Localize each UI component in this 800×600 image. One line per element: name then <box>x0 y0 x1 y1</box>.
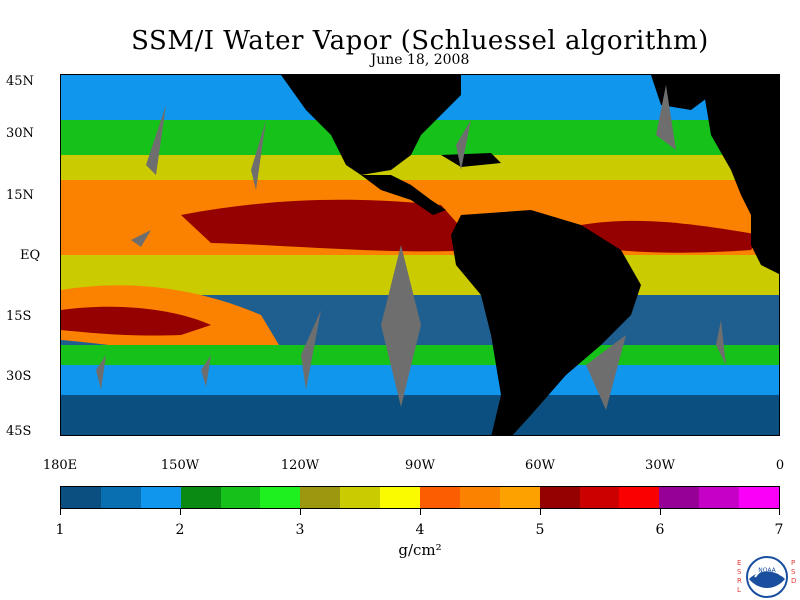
colorbar-tick-2 <box>180 509 181 515</box>
colorbar <box>60 486 780 509</box>
lon-label-120w: 120W <box>280 458 320 473</box>
lat-label-15n: 15N <box>6 188 34 203</box>
swath-gap-2 <box>251 120 266 190</box>
colorbar-label-5: 5 <box>535 522 545 538</box>
lat-label-45s: 45S <box>6 424 32 439</box>
swath-gap-11 <box>131 230 151 247</box>
lat-label-30n: 30N <box>6 126 34 141</box>
colorbar-swatch-1 <box>61 487 101 508</box>
lon-label-90w: 90W <box>405 458 435 473</box>
colorbar-swatch-5 <box>220 487 261 508</box>
water-vapor-map <box>60 74 780 436</box>
lat-label-45n: 45N <box>6 74 34 89</box>
noaa-emblem-icon: NOAA <box>746 556 788 598</box>
swath-gap-1 <box>146 105 166 175</box>
colorbar-tick-6 <box>660 509 661 515</box>
land-central-america <box>361 175 446 215</box>
colorbar-swatch-12 <box>499 487 540 508</box>
colorbar-swatch-13 <box>539 487 580 508</box>
colorbar-tick-1 <box>60 509 61 515</box>
map-graphic <box>61 75 779 435</box>
swath-gap-9 <box>201 355 211 387</box>
swath-gap-6 <box>656 85 676 150</box>
land-south-america <box>451 210 641 435</box>
colorbar-label-7: 7 <box>774 522 784 538</box>
band-south-yellow <box>61 255 779 295</box>
colorbar-swatch-6 <box>260 487 301 508</box>
lat-label-15s: 15S <box>6 309 32 324</box>
colorbar-swatch-3 <box>140 487 181 508</box>
colorbar-swatch-7 <box>300 487 341 508</box>
colorbar-swatch-11 <box>459 487 500 508</box>
band-itcz-red <box>181 199 481 252</box>
colorbar-label-2: 2 <box>175 522 185 538</box>
band-south-mid <box>61 365 779 400</box>
map-title: SSM/I Water Vapor (Schluessel algorithm) <box>131 26 709 56</box>
band-south-dry <box>61 395 779 435</box>
band-spcz-red <box>61 306 211 336</box>
swath-gap-4 <box>301 310 321 390</box>
lat-label-eq: EQ <box>20 248 41 263</box>
colorbar-tick-5 <box>540 509 541 515</box>
colorbar-swatch-16 <box>659 487 700 508</box>
land-cuba <box>441 153 501 167</box>
swath-gap-10 <box>716 320 726 365</box>
colorbar-swatch-18 <box>739 487 780 508</box>
colorbar-swatch-4 <box>180 487 221 508</box>
lon-label-180e: 180E <box>42 458 78 473</box>
land-africa <box>701 75 779 274</box>
land-north-america <box>281 75 461 175</box>
colorbar-label-1: 1 <box>55 522 65 538</box>
lon-label-0: 0 <box>775 458 785 473</box>
logo-emblem-text: NOAA <box>758 567 776 574</box>
colorbar-tick-3 <box>300 509 301 515</box>
lon-label-60w: 60W <box>525 458 555 473</box>
swath-gap-8 <box>96 355 106 390</box>
colorbar-swatch-8 <box>340 487 381 508</box>
colorbar-swatch-9 <box>380 487 421 508</box>
swath-gap-7 <box>456 120 471 170</box>
band-itcz-red-atlantic <box>581 220 761 253</box>
colorbar-tick-4 <box>420 509 421 515</box>
lat-label-30s: 30S <box>6 369 32 384</box>
colorbar-swatch-2 <box>100 487 141 508</box>
swath-gap-3 <box>381 245 421 407</box>
colorbar-units: g/cm² <box>398 541 442 559</box>
lon-label-30w: 30W <box>645 458 675 473</box>
swath-gap-5 <box>586 335 626 410</box>
colorbar-swatch-17 <box>699 487 740 508</box>
colorbar-label-3: 3 <box>295 522 305 538</box>
colorbar-label-4: 4 <box>415 522 425 538</box>
colorbar-swatch-15 <box>619 487 660 508</box>
colorbar-swatch-14 <box>579 487 620 508</box>
map-date: June 18, 2008 <box>370 52 470 68</box>
lon-label-150w: 150W <box>160 458 200 473</box>
colorbar-swatch-10 <box>420 487 460 508</box>
colorbar-tick-7 <box>779 509 780 515</box>
colorbar-label-6: 6 <box>655 522 665 538</box>
